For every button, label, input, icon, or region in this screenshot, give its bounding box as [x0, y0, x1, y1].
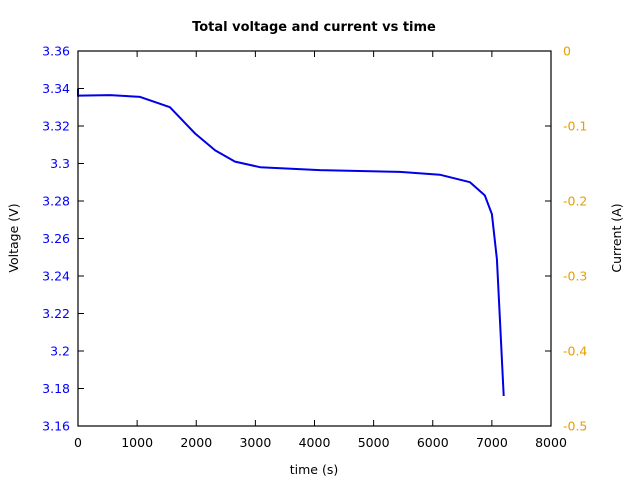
y-axis-left-ticks: 3.36 3.34 3.32 3.3 3.28 3.26 3.24 3.22 3.2 3.18 3.…: [42, 44, 84, 434]
y-tick-label: 3.22: [42, 306, 70, 321]
y-tick-label: 3.36: [42, 44, 70, 59]
y2-tick-label: -0.1: [563, 119, 587, 134]
x-tick-label: 5000: [358, 435, 390, 450]
chart-title: Total voltage and current vs time: [192, 20, 436, 35]
y2-tick-label: -0.5: [563, 419, 587, 434]
x-axis-label: time (s): [290, 462, 338, 477]
x-tick-label: 7000: [476, 435, 508, 450]
x-tick-label: 6000: [417, 435, 449, 450]
x-tick-label: 2000: [180, 435, 212, 450]
y-axis-right-label: Current (A): [609, 203, 624, 272]
y-tick-label: 3.18: [42, 381, 70, 396]
y-tick-label: 3.26: [42, 231, 70, 246]
plot-area: [77, 50, 552, 427]
y2-tick-label: 0: [563, 44, 571, 59]
x-tick-label: 3000: [239, 435, 271, 450]
x-tick-label: 1000: [121, 435, 153, 450]
y-tick-label: 3.16: [42, 419, 70, 434]
y2-tick-label: -0.2: [563, 194, 587, 209]
y2-tick-label: -0.3: [563, 269, 587, 284]
y-tick-label: 3.28: [42, 194, 70, 209]
x-tick-label: 4000: [299, 435, 331, 450]
y-tick-label: 3.3: [50, 156, 70, 171]
y-tick-label: 3.32: [42, 119, 70, 134]
voltage-line: [77, 88, 505, 397]
y-axis-right-ticks: 0 -0.1 -0.2 -0.3 -0.4 -0.5: [545, 44, 587, 434]
x-tick-label: 0: [74, 435, 82, 450]
x-tick-label: 8000: [535, 435, 567, 450]
y2-tick-label: -0.4: [563, 344, 587, 359]
x-axis-ticks: 0 1000 2000 3000 4000 5000 6000 7000 8000: [74, 51, 567, 450]
y-axis-left-label: Voltage (V): [6, 203, 21, 272]
y-tick-label: 3.24: [42, 269, 70, 284]
y-tick-label: 3.2: [50, 344, 70, 359]
plot-frame: [77, 50, 552, 427]
y-tick-label: 3.34: [42, 81, 70, 96]
